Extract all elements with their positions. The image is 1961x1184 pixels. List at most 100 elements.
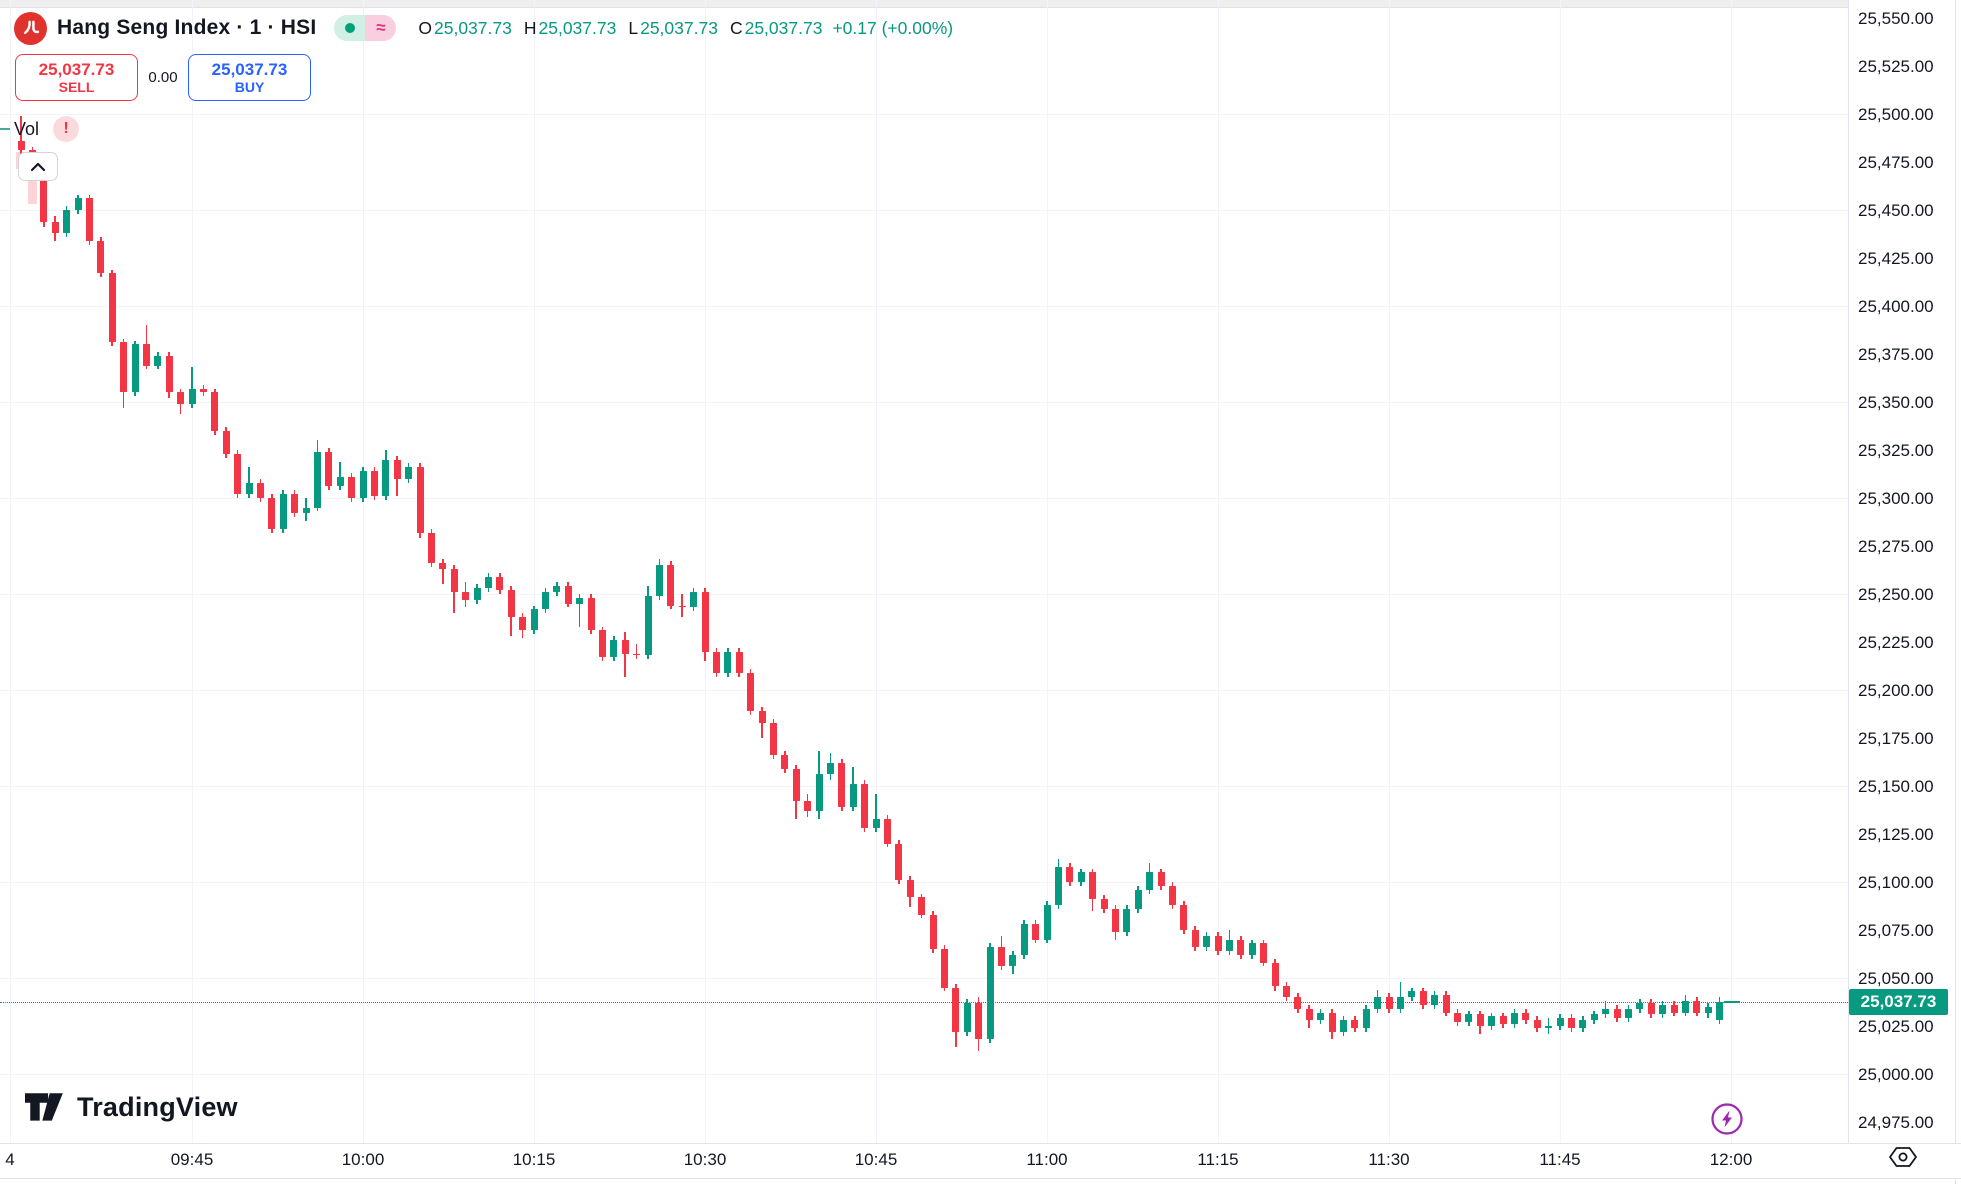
candle xyxy=(1510,1012,1518,1025)
candle xyxy=(120,342,128,393)
candle xyxy=(1431,995,1439,1005)
candle xyxy=(747,672,755,712)
price-axis-label: 25,075.00 xyxy=(1858,921,1934,940)
pane-settings-button[interactable] xyxy=(1888,1146,1918,1168)
candle xyxy=(1294,997,1302,1009)
time-axis-label: 09:45 xyxy=(170,1150,214,1169)
close-label: C xyxy=(729,17,743,38)
hang-seng-logo-icon[interactable] xyxy=(14,11,47,45)
price-axis-label: 25,275.00 xyxy=(1858,537,1934,556)
candle xyxy=(1681,1001,1689,1013)
trade-panel: 25,037.73 SELL 0.00 25,037.73 BUY xyxy=(15,54,311,101)
candle xyxy=(1590,1014,1598,1021)
v-gridline xyxy=(192,0,193,1143)
candle-wick xyxy=(875,793,877,833)
collapse-pane-button[interactable] xyxy=(18,152,58,181)
candle xyxy=(986,947,994,1040)
ohlc-values: O 25,037.73 H 25,037.73 L 25,037.73 C 25,037… xyxy=(418,18,953,39)
price-axis-label: 25,000.00 xyxy=(1858,1065,1934,1084)
v-gridline xyxy=(534,0,535,1143)
candle xyxy=(496,576,504,591)
buy-button[interactable]: 25,037.73 BUY xyxy=(188,54,311,101)
candle xyxy=(245,482,253,495)
h-gridline xyxy=(0,210,1848,211)
candle xyxy=(712,651,720,673)
instant-order-button[interactable] xyxy=(1710,1102,1744,1136)
tradingview-watermark[interactable]: TradingView xyxy=(25,1092,238,1123)
candle xyxy=(633,653,641,656)
candle xyxy=(1146,872,1154,890)
price-axis-label: 25,425.00 xyxy=(1858,249,1934,268)
candle xyxy=(302,507,310,514)
market-status-badge[interactable]: ≈ xyxy=(334,15,397,41)
candle-wick xyxy=(635,643,638,660)
candle xyxy=(199,388,207,393)
candle xyxy=(1123,908,1131,932)
candle xyxy=(222,430,230,454)
candle xyxy=(1567,1018,1575,1028)
candle xyxy=(1260,943,1268,963)
h-gridline xyxy=(0,402,1848,403)
candle xyxy=(1225,939,1233,952)
candle xyxy=(268,498,276,529)
hexagon-eye-icon xyxy=(1889,1147,1917,1167)
v-gridline xyxy=(1218,0,1219,1143)
candle xyxy=(1396,997,1404,1009)
warning-icon[interactable]: ! xyxy=(53,116,80,142)
candle xyxy=(1533,1020,1541,1028)
candle xyxy=(1317,1012,1325,1021)
v-gridline xyxy=(363,0,364,1143)
candle xyxy=(906,880,914,898)
chart-area[interactable] xyxy=(0,0,1848,1143)
candle xyxy=(142,344,150,366)
time-axis-label: 10:30 xyxy=(683,1150,727,1169)
time-axis[interactable]: 4 09:45 10:00 10:15 10:30 10:45 11:00 11:15 11:3… xyxy=(0,1144,1961,1178)
high-label: H xyxy=(523,17,537,38)
hang-seng-logo-glyph xyxy=(23,20,39,35)
candle-wick xyxy=(1547,1018,1550,1034)
candle xyxy=(336,476,344,487)
candle xyxy=(1214,935,1222,952)
price-axis-label: 25,225.00 xyxy=(1858,633,1934,652)
sell-button[interactable]: 25,037.73 SELL xyxy=(15,54,138,101)
price-axis-label: 25,300.00 xyxy=(1858,489,1934,508)
time-axis-label: 11:00 xyxy=(1026,1150,1068,1169)
candle xyxy=(1043,905,1051,940)
candle xyxy=(177,392,185,404)
candle xyxy=(621,640,629,654)
price-axis-label: 25,250.00 xyxy=(1858,585,1934,604)
symbol-title[interactable]: Hang Seng Index · 1 · HSI xyxy=(57,16,317,39)
spread-value: 0.00 xyxy=(148,69,178,86)
price-axis-label: 25,400.00 xyxy=(1858,297,1934,316)
candle xyxy=(655,565,663,596)
v-gridline xyxy=(1389,0,1390,1143)
price-axis[interactable]: 25,550.00 25,525.00 25,500.00 25,475.00 25,4… xyxy=(1849,0,1961,1143)
candle xyxy=(1659,1004,1667,1015)
candle xyxy=(815,774,823,811)
candle xyxy=(530,609,538,631)
h-gridline xyxy=(0,306,1848,307)
candle-wick xyxy=(339,461,341,491)
price-axis-label: 25,100.00 xyxy=(1858,873,1934,892)
candle xyxy=(610,640,618,658)
candle-wick xyxy=(20,115,22,157)
candle xyxy=(1032,924,1040,940)
v-gridline xyxy=(1731,0,1732,1143)
candle xyxy=(1077,872,1085,882)
candle xyxy=(1066,866,1074,882)
h-gridline xyxy=(0,690,1848,691)
price-axis-label: 25,125.00 xyxy=(1858,825,1934,844)
time-axis-label: 10:15 xyxy=(512,1150,556,1169)
price-axis-label: 25,500.00 xyxy=(1858,105,1934,124)
candle xyxy=(975,1002,983,1040)
h-gridline xyxy=(0,594,1848,595)
candle xyxy=(1522,1012,1530,1021)
candle xyxy=(1282,985,1290,998)
candle-wick xyxy=(624,632,626,677)
price-axis-label: 25,550.00 xyxy=(1858,9,1934,28)
candle xyxy=(85,198,93,241)
change-value: +0.17 (+0.00%) xyxy=(832,17,954,38)
candle xyxy=(1203,935,1211,948)
volume-indicator-label[interactable]: Vol xyxy=(14,118,40,139)
candle xyxy=(1374,997,1382,1009)
